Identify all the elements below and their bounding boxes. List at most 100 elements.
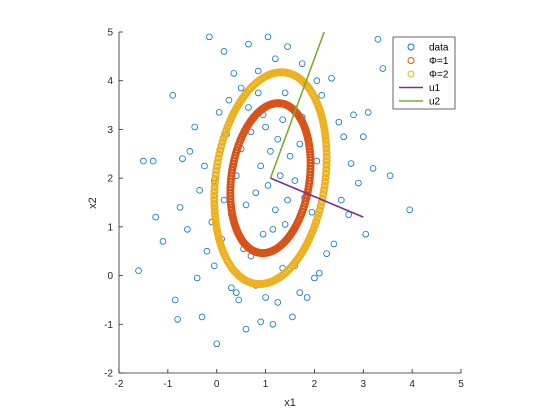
data-point xyxy=(149,157,157,165)
ellipse-marker xyxy=(214,154,223,163)
data-point xyxy=(262,123,269,131)
ellipse-marker xyxy=(320,185,329,194)
x-tick-label: -1 xyxy=(163,379,172,390)
data-point xyxy=(318,92,326,99)
ellipse-marker xyxy=(213,226,222,235)
ellipse-marker xyxy=(319,190,328,199)
x-tick-label: -2 xyxy=(115,379,124,390)
data-point xyxy=(284,43,291,50)
legend-label-u1: u1 xyxy=(429,83,441,94)
ellipse-marker xyxy=(210,179,219,188)
vector-u1 xyxy=(270,177,364,218)
data-point xyxy=(186,148,194,155)
data-point xyxy=(379,65,387,72)
data-point xyxy=(281,89,289,97)
ellipse-marker xyxy=(210,191,219,200)
data-point xyxy=(176,204,184,211)
y-tick-label: 3 xyxy=(107,125,113,136)
data-point xyxy=(281,221,289,228)
ellipse-marker xyxy=(215,150,224,159)
ellipse-marker xyxy=(310,221,319,230)
data-point xyxy=(140,157,147,165)
ellipse-marker xyxy=(210,183,219,192)
ellipse-marker xyxy=(220,130,229,139)
data-point xyxy=(264,33,272,41)
data-point xyxy=(174,316,181,323)
axes: -2 -1 0 1 2 3 4 5 -2 -1 0 1 2 3 4 5 xyxy=(104,28,464,391)
ellipse-marker xyxy=(210,199,219,208)
ellipse-marker xyxy=(322,160,331,169)
plot-area xyxy=(135,32,414,348)
data-point xyxy=(274,135,282,143)
data-point xyxy=(242,201,250,209)
ellipse-marker xyxy=(222,126,231,135)
vector-u2 xyxy=(269,32,325,179)
data-point xyxy=(228,284,235,292)
ellipse-marker xyxy=(313,214,322,223)
data-point xyxy=(135,267,142,275)
data-point xyxy=(152,213,159,221)
x-tick-label: 3 xyxy=(361,379,367,390)
data-point xyxy=(303,294,311,301)
ellipse-marker xyxy=(322,156,331,165)
data-point xyxy=(296,140,304,148)
data-point xyxy=(291,177,299,184)
data-point xyxy=(313,77,321,85)
data-point xyxy=(308,208,316,216)
x-tick-label: 1 xyxy=(263,379,269,390)
y-tick-label: 1 xyxy=(107,222,113,233)
legend-box xyxy=(392,36,456,110)
ellipse-marker xyxy=(212,166,221,175)
ellipse-marker xyxy=(321,132,330,141)
data-point xyxy=(323,250,330,257)
data-point xyxy=(203,247,211,255)
data-point xyxy=(191,123,199,131)
ellipse-marker xyxy=(210,195,219,204)
data-point xyxy=(213,340,221,348)
ellipse-marker xyxy=(319,118,328,127)
ellipse-marker xyxy=(210,203,219,212)
data-point xyxy=(225,96,233,104)
ellipse-marker xyxy=(319,121,328,130)
ellipse-marker xyxy=(210,207,219,216)
ellipse-marker xyxy=(322,152,331,161)
ellipse-marker xyxy=(217,142,226,151)
data-point xyxy=(257,318,264,326)
ellipse-marker xyxy=(320,181,329,190)
y-tick-label: 4 xyxy=(107,76,113,87)
data-point xyxy=(279,116,286,123)
data-point xyxy=(179,155,186,162)
data-point xyxy=(254,89,262,97)
data-point xyxy=(215,109,223,116)
data-point xyxy=(193,274,201,282)
data-point xyxy=(245,40,252,48)
legend-label-Φ=2: Φ=2 xyxy=(429,70,449,81)
y-axis-label: x2 xyxy=(87,197,99,209)
ellipse-marker xyxy=(211,211,220,220)
ellipse-marker xyxy=(322,148,331,157)
ellipse-marker xyxy=(316,202,325,211)
data-point xyxy=(340,133,348,141)
ellipse-marker xyxy=(213,158,222,167)
data-point xyxy=(296,289,304,296)
ellipse-marker xyxy=(211,215,220,224)
ellipse-marker xyxy=(304,182,313,191)
data-point xyxy=(196,187,203,194)
data-point xyxy=(355,179,362,187)
data-point xyxy=(359,133,367,141)
y-tick-label: 5 xyxy=(107,28,113,39)
legend-swatch-data xyxy=(407,43,415,51)
data-point xyxy=(286,152,294,160)
data-point xyxy=(272,206,279,214)
data-point xyxy=(257,162,264,170)
data-point xyxy=(184,225,191,233)
data-point xyxy=(220,48,228,55)
ellipse-marker xyxy=(219,134,228,143)
ellipse-marker xyxy=(321,177,330,186)
data-point xyxy=(242,325,250,333)
data-point xyxy=(350,111,357,119)
ellipse-marker xyxy=(321,173,330,182)
data-point xyxy=(284,196,291,204)
data-point xyxy=(201,162,208,170)
